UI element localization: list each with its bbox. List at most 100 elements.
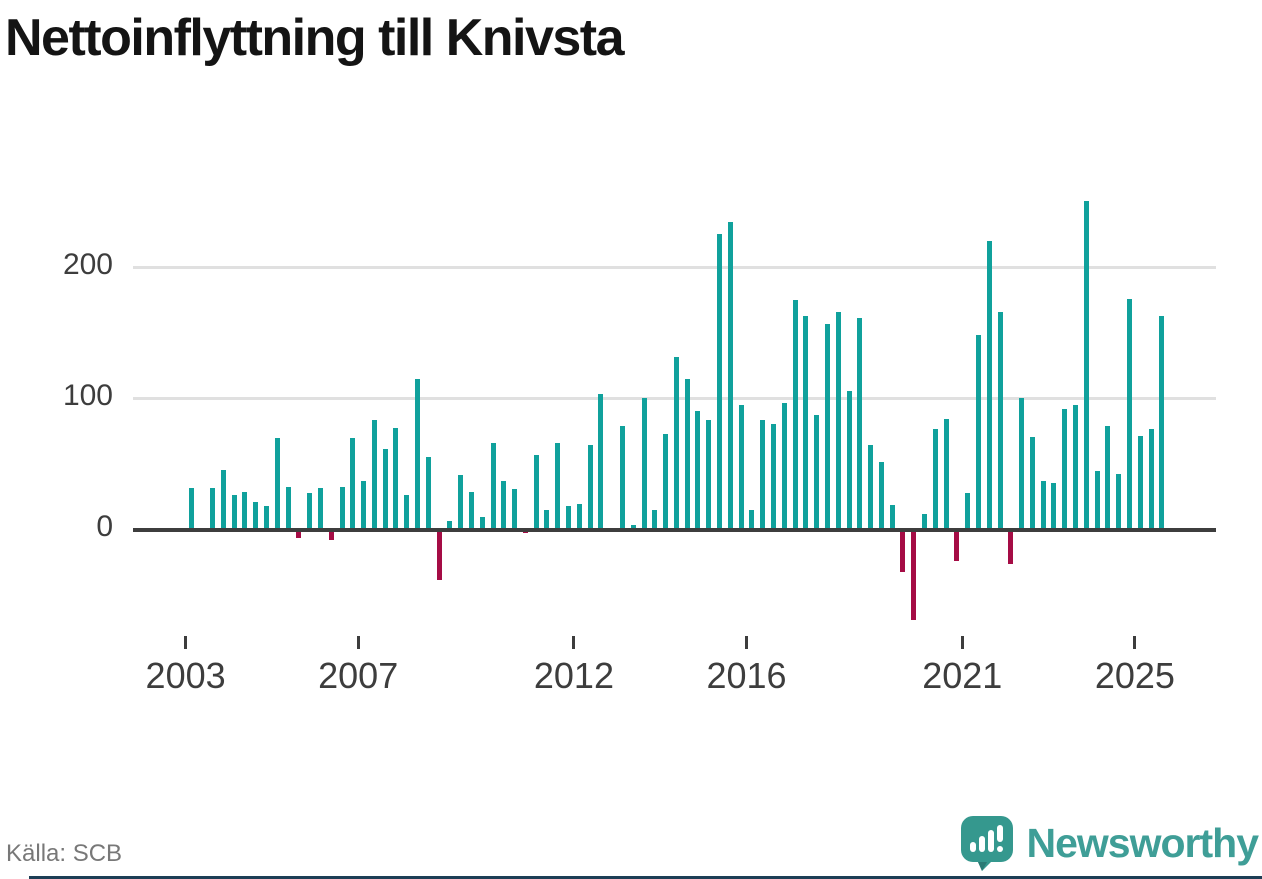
bar	[1105, 426, 1111, 530]
bar	[1029, 436, 1035, 530]
bar	[501, 481, 507, 530]
bar	[1137, 435, 1143, 530]
bar	[695, 410, 701, 530]
x-tick	[356, 636, 360, 649]
bar	[824, 324, 830, 530]
x-tick	[184, 636, 188, 649]
bar	[954, 530, 960, 562]
x-tick	[1133, 636, 1137, 649]
newsworthy-brand: Newsworthy	[960, 816, 1259, 871]
bar	[1008, 530, 1014, 565]
bar	[1040, 481, 1046, 530]
bar	[868, 444, 874, 530]
bar	[371, 419, 377, 530]
bar	[307, 493, 313, 530]
bar	[339, 486, 345, 530]
bar	[533, 455, 539, 530]
bar	[792, 300, 798, 530]
bar	[706, 419, 712, 530]
bar	[663, 434, 669, 530]
bar	[630, 524, 636, 530]
bar	[436, 530, 442, 580]
newsworthy-logo-icon	[960, 816, 1013, 871]
bar	[328, 530, 334, 541]
bar	[479, 516, 485, 530]
bar	[846, 390, 852, 530]
bar	[350, 438, 356, 530]
bar	[814, 414, 820, 530]
x-tick-label: 2025	[1094, 655, 1175, 696]
bar	[760, 419, 766, 530]
bar	[997, 312, 1003, 530]
bar	[566, 506, 572, 530]
bar	[1019, 397, 1025, 530]
bar	[1083, 200, 1089, 530]
bar	[803, 316, 809, 530]
bar	[210, 488, 216, 530]
bar	[253, 502, 259, 530]
bar	[1159, 316, 1165, 530]
bar	[382, 448, 388, 530]
bar	[652, 510, 658, 530]
bar	[425, 456, 431, 530]
x-axis-line	[133, 528, 1216, 532]
bar	[220, 469, 226, 530]
bar	[264, 506, 269, 530]
bar	[911, 530, 917, 621]
source-note: Källa: SCB	[6, 840, 123, 867]
bar	[1051, 482, 1057, 530]
bar	[296, 530, 302, 538]
footer-accent-bar	[29, 876, 1262, 879]
bar	[415, 379, 421, 530]
bar	[490, 443, 496, 530]
bar	[975, 334, 981, 530]
bar	[986, 241, 992, 530]
bar	[393, 427, 399, 530]
bar	[361, 481, 367, 530]
bar	[619, 426, 625, 530]
gridline	[133, 266, 1216, 270]
bar	[900, 530, 906, 572]
bar	[889, 505, 895, 530]
bar	[749, 510, 755, 530]
bar	[965, 493, 971, 530]
bar	[598, 393, 604, 530]
bar	[738, 405, 744, 530]
newsworthy-wordmark: Newsworthy	[1026, 820, 1259, 866]
bar	[317, 488, 323, 530]
bar	[242, 491, 248, 530]
bar	[684, 379, 690, 530]
bar	[673, 356, 679, 530]
bar	[404, 494, 410, 530]
x-tick	[572, 636, 576, 649]
bar	[188, 488, 194, 530]
bar	[555, 443, 561, 530]
bar	[587, 444, 593, 530]
bar	[1148, 429, 1154, 530]
bar	[468, 491, 474, 530]
bar	[878, 461, 884, 530]
x-tick-label: 2003	[145, 655, 226, 696]
y-tick-label: 0	[96, 510, 113, 543]
chart-title: Nettoinflyttning till Knivsta	[5, 9, 625, 67]
bar	[1116, 473, 1122, 530]
bar	[512, 489, 518, 530]
bar	[727, 221, 733, 530]
bar	[922, 514, 928, 530]
y-tick-label: 100	[62, 378, 113, 412]
x-tick-label: 2021	[922, 655, 1003, 696]
x-tick-label: 2016	[706, 655, 787, 696]
bar	[770, 423, 776, 530]
bar	[576, 503, 582, 530]
bar	[1094, 470, 1100, 530]
bar	[717, 233, 723, 530]
x-tick-label: 2012	[533, 655, 614, 696]
bar	[1062, 409, 1068, 530]
x-tick-label: 2007	[318, 655, 399, 696]
bar	[274, 438, 280, 530]
bar	[1126, 299, 1132, 530]
bar	[285, 486, 291, 530]
bar	[231, 494, 237, 530]
y-tick-label: 200	[62, 247, 113, 281]
